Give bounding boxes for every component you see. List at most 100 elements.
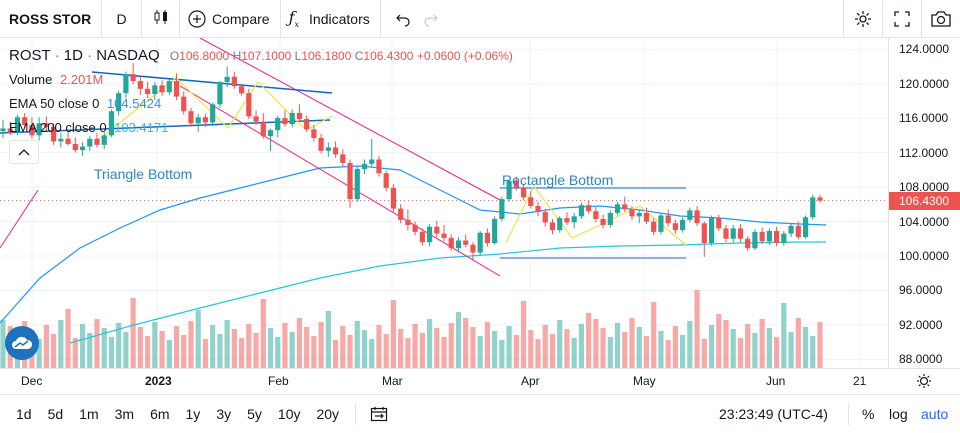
chart-style-button[interactable] [142, 0, 180, 38]
candle [759, 227, 765, 244]
price-chart[interactable] [0, 38, 888, 368]
axis-settings-button[interactable] [916, 373, 932, 389]
volume-bar [788, 332, 794, 368]
clock-display[interactable]: 23:23:49 (UTC-4) [719, 406, 828, 422]
indicators-label: Indicators [309, 10, 370, 27]
legend-ema200-row[interactable]: EMA 200 close 0 103.4171 [9, 116, 513, 140]
range-5d[interactable]: 5d [47, 406, 64, 422]
redo-icon [423, 11, 439, 27]
candle [246, 88, 252, 119]
auto-toggle[interactable]: auto [921, 406, 949, 422]
candle [130, 62, 136, 85]
candle [614, 201, 621, 216]
candle [586, 200, 592, 214]
range-10y[interactable]: 10y [277, 406, 301, 422]
legend-close: 106.4300 [363, 49, 414, 63]
range-20y[interactable]: 20y [316, 406, 340, 422]
volume-bar [253, 333, 259, 368]
volume-bar [737, 338, 744, 368]
volume-bar [723, 320, 729, 368]
volume-bar [224, 320, 230, 368]
interval-selector[interactable]: D [102, 0, 142, 38]
volume-bar [665, 340, 671, 368]
time-axis[interactable]: Dec 2023 Feb Mar Apr May Jun 21 [0, 368, 960, 394]
snapshot-button[interactable] [921, 0, 960, 38]
settings-button[interactable] [843, 0, 882, 38]
ema200-label: EMA 200 close 0 [9, 120, 107, 135]
candle [224, 66, 230, 88]
candle [332, 141, 339, 158]
range-1m[interactable]: 1m [79, 406, 99, 422]
candle [101, 131, 107, 150]
volume-bar [730, 329, 736, 368]
legend-volume-row[interactable]: Volume 2.201M [9, 68, 513, 92]
range-1y[interactable]: 1y [185, 406, 201, 422]
volume-bar [687, 321, 693, 368]
ema200-value: 103.4171 [114, 120, 169, 135]
range-3m[interactable]: 3m [114, 406, 135, 422]
volume-bar [304, 327, 310, 368]
volume-bar [622, 332, 628, 368]
volume-bar [275, 337, 281, 368]
volume-bar [79, 324, 86, 368]
time-label-apr: Apr [521, 374, 540, 388]
redo-button[interactable] [417, 0, 445, 38]
channel-lower [179, 85, 501, 277]
volume-bar [130, 298, 136, 368]
candle [528, 191, 534, 209]
percent-toggle[interactable]: % [862, 406, 875, 422]
volume-bar [311, 336, 317, 368]
volume-bar [361, 330, 368, 368]
candle [557, 216, 563, 233]
range-1d[interactable]: 1d [16, 406, 32, 422]
volume-bar [72, 338, 78, 368]
candle [369, 138, 375, 168]
candle [636, 210, 642, 224]
candle [426, 224, 433, 247]
channel-upper [199, 38, 501, 201]
compare-button[interactable]: Compare [180, 0, 281, 38]
price-tick-label: 88.0000 [899, 352, 943, 367]
legend-high: 107.1000 [241, 49, 292, 63]
legend-ema50-row[interactable]: EMA 50 close 0 104.5424 [9, 92, 513, 116]
candle [723, 224, 729, 243]
log-toggle[interactable]: log [889, 406, 908, 422]
undo-button[interactable] [381, 0, 417, 38]
volume-bar [680, 335, 686, 368]
range-3y[interactable]: 3y [216, 406, 232, 422]
time-label-2023: 2023 [145, 374, 172, 388]
volume-bar [195, 310, 201, 368]
volume-bar [745, 324, 751, 368]
candle [361, 159, 368, 175]
volume-bar [296, 318, 303, 368]
chart-pane[interactable] [0, 38, 888, 368]
pattern-line-left [0, 189, 39, 249]
candle [419, 228, 425, 246]
symbol-search[interactable]: ROSS STOR [0, 0, 102, 38]
volume-bar [781, 303, 787, 368]
price-axis[interactable]: 124.0000 120.0000 116.0000 112.0000 108.0000… [888, 38, 960, 368]
candle [22, 112, 28, 128]
candle [383, 170, 389, 192]
volume-bar [716, 314, 722, 368]
volume-bar [593, 319, 599, 368]
candle [195, 113, 201, 132]
range-5y[interactable]: 5y [247, 406, 262, 422]
volume-bar [528, 330, 534, 368]
tradingview-logo[interactable] [5, 326, 39, 360]
volume-bar [398, 329, 404, 368]
candle [145, 81, 151, 99]
candle [152, 81, 158, 101]
volume-bar [455, 312, 462, 368]
fullscreen-button[interactable] [882, 0, 921, 38]
candle [304, 115, 310, 132]
legend-collapse-button[interactable] [9, 140, 39, 164]
indicators-button[interactable]: ƒx Indicators [281, 0, 381, 38]
range-6m[interactable]: 6m [150, 406, 170, 422]
legend-interval: 1D [63, 47, 83, 64]
candle [267, 128, 274, 151]
volume-bar [332, 340, 339, 368]
volume-bar [520, 301, 527, 368]
date-range-button[interactable] [370, 406, 388, 422]
volume-bar [571, 338, 577, 368]
